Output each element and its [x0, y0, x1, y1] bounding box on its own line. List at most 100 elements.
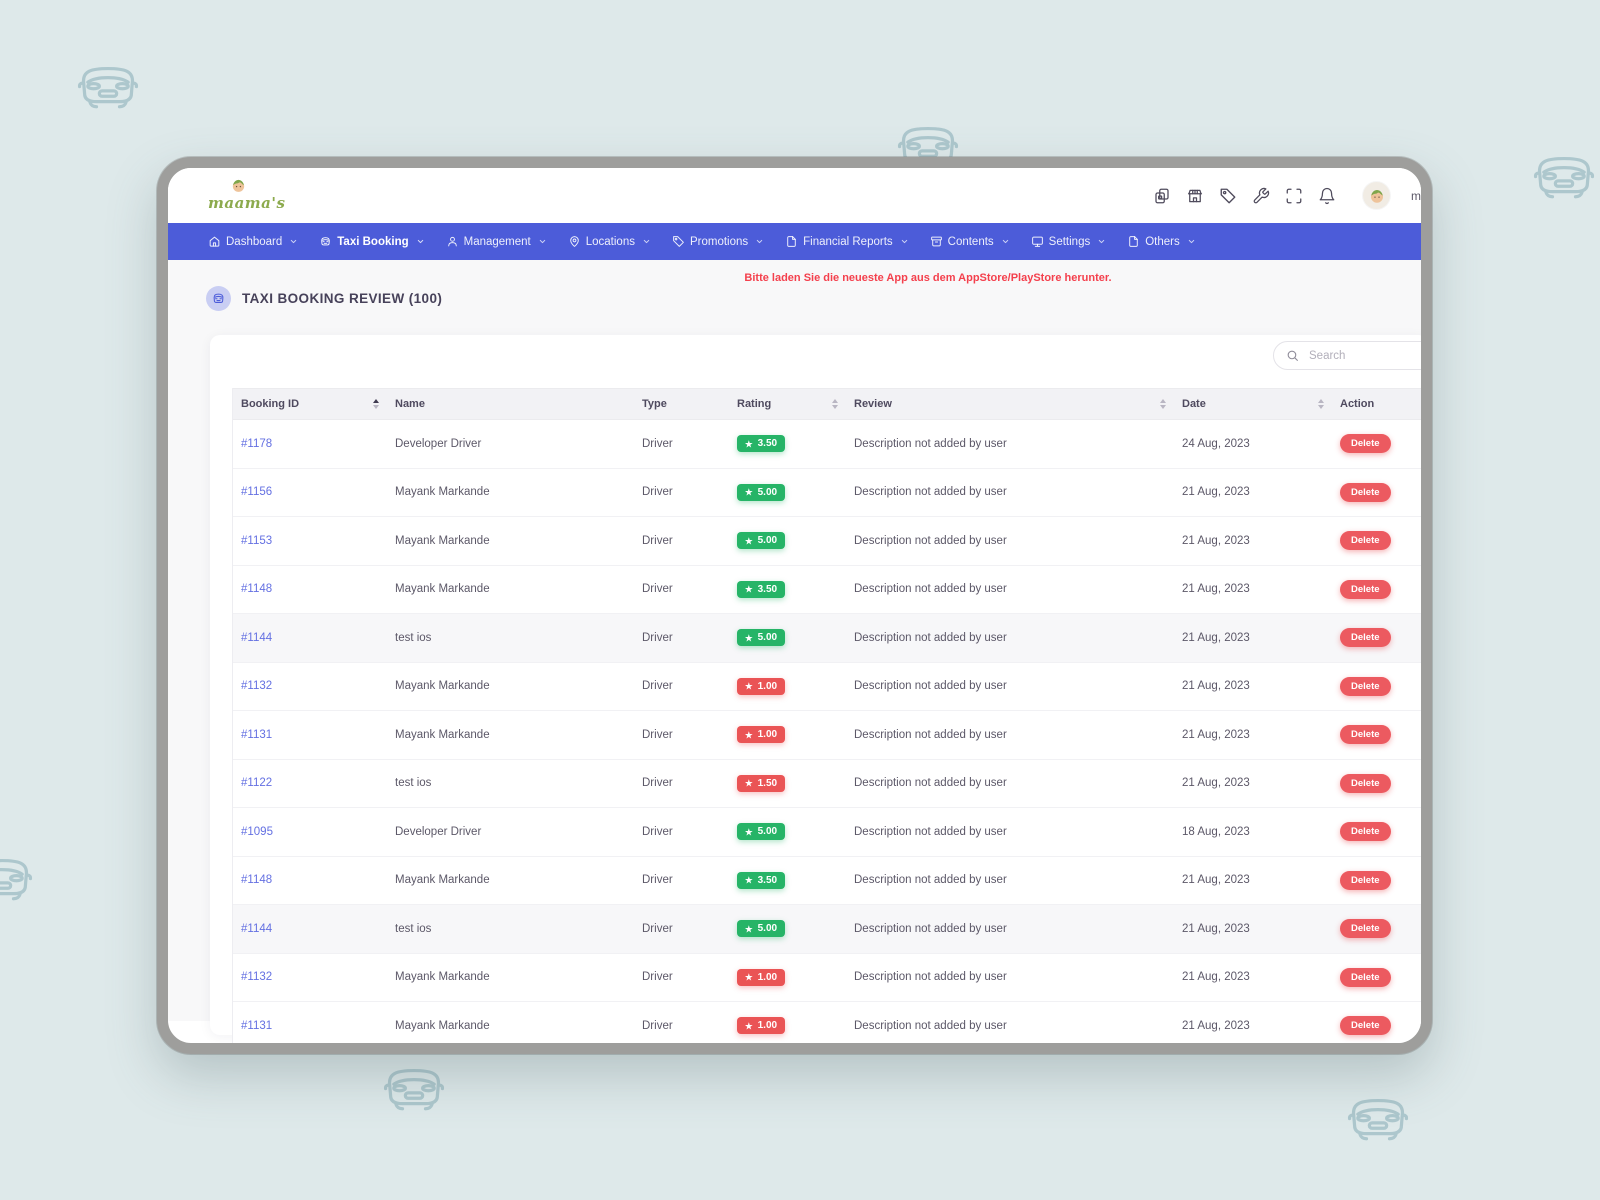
nav-label: Taxi Booking — [337, 235, 409, 248]
column-header-name[interactable]: Name — [387, 398, 634, 410]
table-row: #1148 Mayank Markande Driver ★ 3.50 Descripti… — [233, 856, 1421, 905]
nav-label: Promotions — [689, 235, 749, 248]
delete-button[interactable]: Delete — [1340, 434, 1391, 454]
delete-button[interactable]: Delete — [1340, 1016, 1391, 1036]
sort-asc-icon — [373, 399, 379, 409]
column-header-date[interactable]: Date — [1174, 398, 1332, 410]
delete-button[interactable]: Delete — [1340, 676, 1391, 696]
delete-button[interactable]: Delete — [1340, 870, 1391, 890]
table-row: #1144 test ios Driver ★ 5.00 Description not … — [233, 905, 1421, 954]
name-cell: test ios — [395, 922, 432, 935]
sort-icon — [1318, 399, 1324, 409]
column-label: Date — [1182, 398, 1206, 410]
wrench-icon[interactable] — [1252, 187, 1270, 205]
booking-id-link[interactable]: #1095 — [241, 825, 273, 838]
booking-id-link[interactable]: #1132 — [241, 680, 273, 693]
star-icon: ★ — [745, 875, 753, 885]
chevron-down-icon — [538, 237, 547, 246]
nav-item-others[interactable]: Others — [1127, 235, 1196, 248]
date-cell: 21 Aug, 2023 — [1182, 583, 1250, 596]
delete-button[interactable]: Delete — [1340, 725, 1391, 745]
nav-item-promotions[interactable]: Promotions — [672, 235, 764, 248]
star-icon: ★ — [745, 778, 753, 788]
booking-id-link[interactable]: #1122 — [241, 777, 273, 790]
booking-id-link[interactable]: #1148 — [241, 874, 273, 887]
search-input[interactable] — [1307, 348, 1421, 363]
rating-badge: ★ 5.00 — [737, 920, 786, 938]
star-icon: ★ — [745, 1020, 753, 1031]
date-cell: 24 Aug, 2023 — [1182, 437, 1250, 450]
review-cell: Description not added by user — [854, 728, 1007, 741]
avatar[interactable] — [1363, 182, 1390, 209]
delete-button[interactable]: Delete — [1340, 579, 1391, 599]
review-cell: Description not added by user — [854, 971, 1007, 984]
delete-button[interactable]: Delete — [1340, 822, 1391, 842]
name-cell: Mayank Markande — [395, 680, 490, 693]
column-header-booking-id[interactable]: Booking ID — [233, 398, 387, 410]
delete-button[interactable]: Delete — [1340, 967, 1391, 987]
date-cell: 21 Aug, 2023 — [1182, 874, 1250, 887]
nav-item-contents[interactable]: Contents — [930, 235, 1010, 248]
column-header-review[interactable]: Review — [846, 398, 1174, 410]
copy-icon[interactable] — [1153, 187, 1171, 205]
star-icon: ★ — [745, 487, 753, 497]
store-icon[interactable] — [1186, 187, 1204, 205]
table-body: #1178 Developer Driver Driver ★ 3.50 Descript… — [233, 420, 1421, 1043]
column-label: Action — [1340, 398, 1375, 410]
booking-id-link[interactable]: #1153 — [241, 534, 273, 547]
type-cell: Driver — [642, 437, 673, 450]
booking-id-link[interactable]: #1131 — [241, 1019, 273, 1032]
nav-label: Others — [1145, 235, 1180, 248]
table-row: #1132 Mayank Markande Driver ★ 1.00 Descripti… — [233, 662, 1421, 711]
booking-id-link[interactable]: #1131 — [241, 728, 273, 741]
brand-logo[interactable]: maama's — [206, 176, 296, 218]
booking-id-link[interactable]: #1178 — [241, 437, 273, 450]
rating-value: 3.50 — [757, 438, 778, 450]
rating-value: 5.00 — [757, 486, 778, 498]
nav-label: Settings — [1048, 235, 1091, 248]
rating-badge: ★ 5.00 — [737, 532, 786, 550]
bell-icon[interactable] — [1318, 187, 1336, 205]
column-header-type[interactable]: Type — [634, 398, 729, 410]
booking-id-link[interactable]: #1144 — [241, 922, 273, 935]
delete-button[interactable]: Delete — [1340, 919, 1391, 939]
delete-button[interactable]: Delete — [1340, 531, 1391, 551]
nav-item-financial-reports[interactable]: Financial Reports — [785, 235, 908, 248]
review-cell: Description not added by user — [854, 534, 1007, 547]
star-icon: ★ — [745, 584, 753, 594]
rating-badge: ★ 3.50 — [737, 871, 786, 889]
star-icon: ★ — [745, 632, 753, 643]
profile-name: m — [1411, 188, 1421, 203]
booking-id-link[interactable]: #1156 — [241, 486, 273, 499]
review-cell: Description not added by user — [854, 583, 1007, 596]
rating-value: 5.00 — [757, 632, 778, 644]
chevron-down-icon — [900, 237, 909, 246]
date-cell: 21 Aug, 2023 — [1182, 680, 1250, 693]
nav-item-taxi-booking[interactable]: Taxi Booking — [319, 235, 424, 248]
rating-value: 1.50 — [757, 777, 778, 789]
chevron-down-icon — [289, 237, 298, 246]
booking-id-link[interactable]: #1132 — [241, 971, 273, 984]
nav-item-locations[interactable]: Locations — [568, 235, 651, 248]
table-row: #1132 Mayank Markande Driver ★ 1.00 Descripti… — [233, 953, 1421, 1002]
rating-badge: ★ 1.00 — [737, 968, 786, 986]
tag-icon[interactable] — [1219, 187, 1237, 205]
booking-id-link[interactable]: #1148 — [241, 583, 273, 596]
star-icon: ★ — [745, 535, 753, 546]
main-navbar: Dashboard Taxi Booking Management Locati… — [168, 223, 1421, 260]
review-cell: Description not added by user — [854, 1019, 1007, 1032]
delete-button[interactable]: Delete — [1340, 482, 1391, 502]
rating-badge: ★ 5.00 — [737, 823, 786, 841]
table-row: #1095 Developer Driver Driver ★ 5.00 Descript… — [233, 808, 1421, 857]
column-header-rating[interactable]: Rating — [729, 398, 846, 410]
delete-button[interactable]: Delete — [1340, 628, 1391, 648]
column-header-action[interactable]: Action — [1332, 398, 1421, 410]
fullscreen-icon[interactable] — [1285, 187, 1303, 205]
booking-id-link[interactable]: #1144 — [241, 631, 273, 644]
nav-item-settings[interactable]: Settings — [1031, 235, 1107, 248]
review-cell: Description not added by user — [854, 874, 1007, 887]
name-cell: Mayank Markande — [395, 728, 490, 741]
nav-item-dashboard[interactable]: Dashboard — [208, 235, 298, 248]
delete-button[interactable]: Delete — [1340, 773, 1391, 793]
nav-item-management[interactable]: Management — [446, 235, 547, 248]
